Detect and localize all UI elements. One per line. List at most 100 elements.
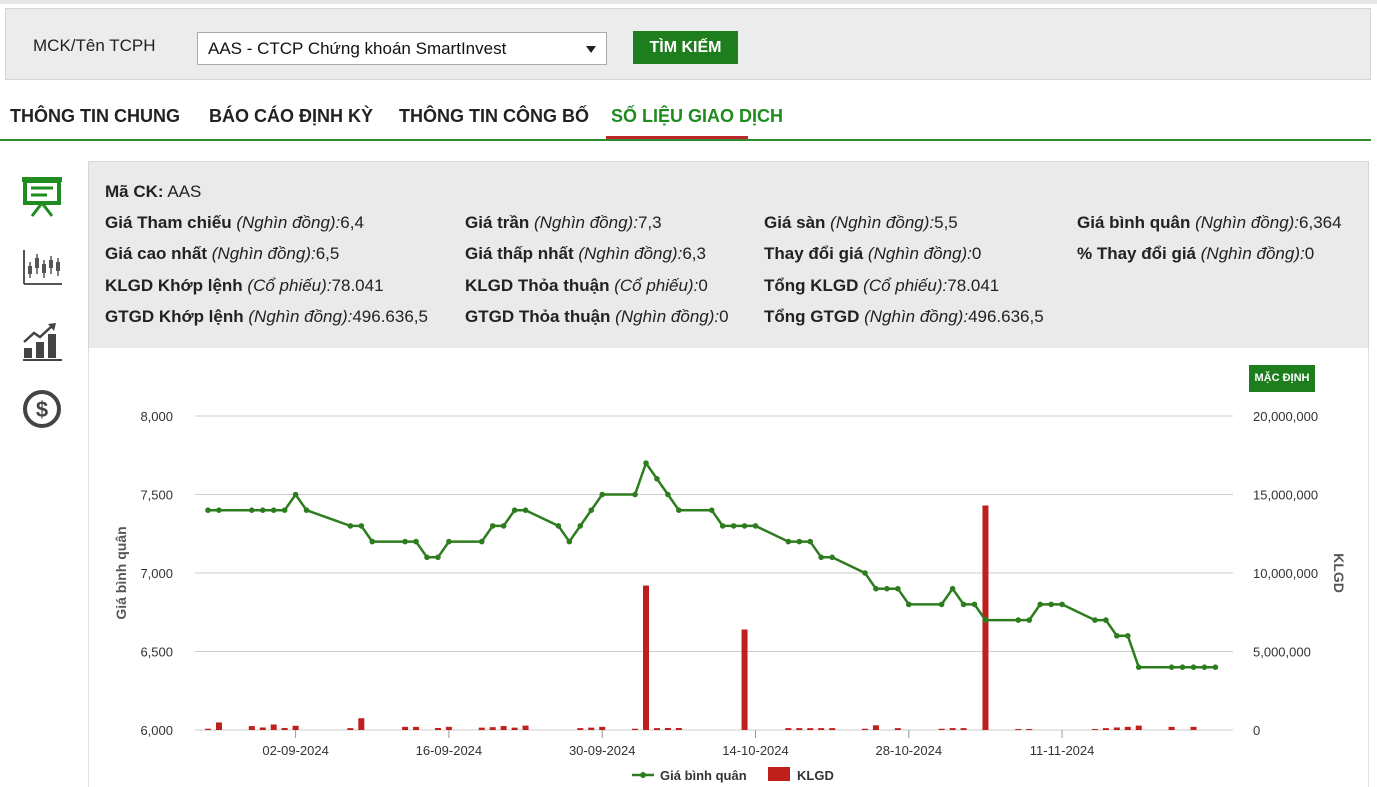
price-point	[402, 538, 408, 545]
price-point	[1125, 633, 1131, 639]
volume-bar	[588, 727, 595, 730]
tab-trading-data[interactable]: SỐ LIỆU GIAO DỊCH	[611, 106, 784, 126]
price-point	[511, 507, 518, 513]
volume-bar	[632, 728, 639, 730]
volume-bar	[402, 726, 409, 730]
price-point	[752, 523, 759, 529]
price-point	[1037, 601, 1043, 608]
info-tong-gtgd: Tổng GTGD (Nghìn đồng):496.636,5	[764, 307, 1044, 326]
svg-text:$: $	[36, 397, 48, 422]
legend-line-marker	[640, 772, 646, 778]
x-tick-label: 28-10-2024	[876, 743, 943, 758]
price-point	[741, 523, 748, 529]
price-point	[303, 507, 310, 513]
company-select[interactable]: AAS - CTCP Chứng khoán SmartInvest	[197, 32, 607, 65]
info-gtgd-thoa-thuan: GTGD Thỏa thuận (Nghìn đồng):0	[465, 307, 729, 326]
info-pct-thay-doi-gia: % Thay đổi giá (Nghìn đồng):0	[1077, 244, 1315, 263]
price-point	[1114, 633, 1120, 639]
price-point	[588, 507, 595, 513]
x-tick-label: 30-09-2024	[569, 743, 636, 758]
price-point	[960, 601, 967, 608]
legend-label-volume: KLGD	[797, 768, 834, 783]
price-point	[435, 554, 441, 561]
price-point	[358, 523, 365, 529]
chart-axes: 8,000 7,500 7,000 6,500 6,000 20,000,000 15,00…	[113, 409, 1347, 758]
volume-bar	[215, 722, 222, 730]
info-tong-klgd: Tổng KLGD (Cổ phiếu):78.041	[764, 276, 1000, 295]
price-point	[1168, 664, 1175, 670]
volume-bar	[818, 728, 825, 730]
volume-bar	[292, 725, 299, 730]
price-point	[555, 523, 562, 529]
y-axis-title: Giá bình quân	[113, 526, 129, 619]
x-tick-label: 02-09-2024	[262, 743, 329, 758]
x-tick-label: 14-10-2024	[722, 743, 789, 758]
price-point	[906, 601, 912, 608]
price-point	[818, 554, 824, 561]
volume-bar	[248, 726, 255, 730]
y2-axis-title: KLGD	[1331, 553, 1347, 593]
price-point	[522, 507, 529, 513]
price-point	[1201, 664, 1208, 670]
volume-bar	[522, 725, 529, 730]
info-gia-thap-nhat: Giá thấp nhất (Nghìn đồng):6,3	[465, 244, 706, 263]
price-point	[489, 523, 496, 529]
tab-general-info[interactable]: THÔNG TIN CHUNG	[10, 106, 180, 126]
price-point	[1092, 617, 1098, 623]
volume-bar	[1015, 729, 1022, 731]
price-point	[829, 554, 835, 561]
volume-bar	[445, 726, 452, 730]
price-point	[259, 507, 266, 513]
info-ma-ck: Mã CK: AAS	[105, 182, 202, 201]
price-point	[1135, 664, 1142, 670]
volume-bar	[829, 728, 836, 730]
volume-bar	[358, 718, 365, 730]
y-tick-label: 7,500	[140, 488, 173, 503]
legend-bar-swatch	[768, 767, 790, 781]
price-point	[708, 507, 715, 513]
volume-bar	[1091, 729, 1098, 731]
price-point	[281, 507, 288, 513]
tab-disclosures[interactable]: THÔNG TIN CÔNG BỐ	[399, 106, 589, 126]
search-label: MCK/Tên TCPH	[33, 36, 156, 55]
price-point	[971, 601, 978, 608]
price-point	[1179, 664, 1186, 670]
info-gia-binh-quan: Giá bình quân (Nghìn đồng):6,364	[1077, 213, 1342, 232]
price-point	[895, 585, 901, 592]
volume-bar	[577, 728, 584, 730]
info-klgd-thoa-thuan: KLGD Thỏa thuận (Cổ phiếu):0	[465, 276, 708, 295]
search-button[interactable]: TÌM KIẾM	[633, 31, 738, 64]
default-zoom-button[interactable]: MẶC ĐỊNH	[1249, 365, 1315, 392]
volume-bar	[643, 585, 649, 730]
search-bar: MCK/Tên TCPH AAS - CTCP Chứng khoán Smar…	[5, 8, 1371, 80]
info-gia-tham-chieu: Giá Tham chiếu (Nghìn đồng):6,4	[105, 213, 364, 232]
price-point	[424, 554, 430, 561]
y2-tick-label: 10,000,000	[1253, 566, 1318, 581]
price-point	[347, 523, 354, 529]
stock-info-panel: Mã CK: AAS Giá Tham chiếu (Nghìn đồng):6…	[88, 161, 1369, 349]
volume-bar	[1102, 728, 1109, 730]
chart-panel	[88, 348, 1369, 787]
info-gia-tran: Giá trần (Nghìn đồng):7,3	[465, 213, 662, 232]
price-point	[982, 617, 989, 623]
volume-bar	[489, 727, 496, 730]
tab-periodic-reports[interactable]: BÁO CÁO ĐỊNH KỲ	[209, 106, 374, 126]
volume-bar	[785, 728, 792, 730]
presentation-board-icon[interactable]	[20, 172, 66, 218]
volume-bar	[1113, 727, 1120, 730]
dollar-coin-icon[interactable]: $	[20, 386, 66, 432]
price-point	[884, 585, 890, 592]
volume-bar	[1190, 726, 1197, 730]
candlestick-chart-icon[interactable]	[20, 244, 66, 290]
volume-bar	[1135, 725, 1142, 730]
price-point	[796, 538, 803, 545]
bar-chart-growth-icon[interactable]	[20, 318, 66, 364]
y-tick-label: 6,000	[140, 723, 173, 738]
price-point	[807, 538, 814, 545]
company-select-value: AAS - CTCP Chứng khoán SmartInvest	[208, 39, 507, 58]
price-point	[785, 538, 792, 545]
x-tick-label: 11-11-2024	[1030, 743, 1095, 758]
price-point	[446, 538, 452, 545]
y2-tick-label: 0	[1253, 723, 1260, 738]
